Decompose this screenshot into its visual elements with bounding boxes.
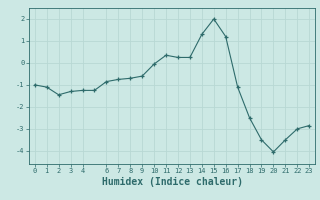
X-axis label: Humidex (Indice chaleur): Humidex (Indice chaleur) — [101, 177, 243, 187]
